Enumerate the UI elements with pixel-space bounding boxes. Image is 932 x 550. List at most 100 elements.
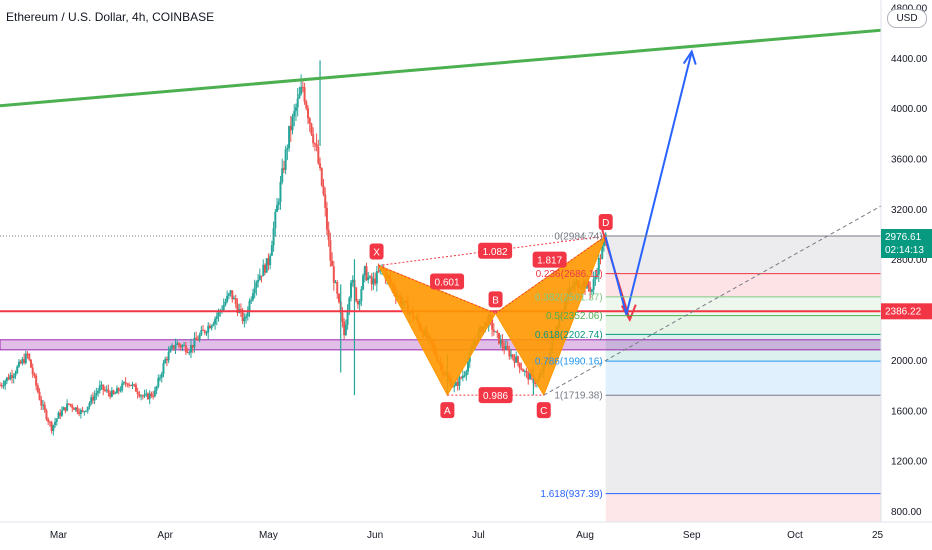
candle-body	[332, 266, 335, 283]
candle-body	[343, 321, 346, 336]
candle-body	[217, 311, 220, 317]
candle-body	[233, 298, 236, 300]
fib-level-label: 0.786(1990.16)	[535, 357, 603, 368]
candle-body	[7, 377, 10, 380]
candle-body	[140, 395, 143, 397]
candle-body	[494, 331, 497, 333]
candle-body	[117, 388, 120, 391]
candle-body	[454, 382, 457, 386]
candle-body	[57, 412, 60, 419]
candle-body	[67, 403, 70, 405]
candle-body	[229, 290, 232, 294]
candle-body	[465, 371, 468, 376]
candle-body	[362, 275, 365, 290]
x-tick-label: Aug	[576, 530, 594, 541]
candle-body	[169, 348, 172, 353]
currency-selector[interactable]: USD	[887, 9, 927, 28]
candle-body	[241, 310, 244, 322]
candle-body	[200, 329, 203, 336]
pattern-bd-dotted	[495, 235, 606, 314]
candle-body	[97, 390, 100, 393]
pattern-bcd-triangle	[494, 234, 607, 397]
candle-body	[93, 395, 96, 401]
fib-zone	[605, 315, 881, 335]
candle-body	[587, 280, 590, 288]
candle-body	[105, 389, 108, 391]
candle-body	[86, 406, 89, 411]
candle-body	[312, 134, 315, 144]
fib-level-label: 0.618(2202.74)	[535, 330, 603, 341]
candle-body	[121, 383, 124, 391]
y-tick-label: 2000.00	[891, 356, 928, 367]
candle-body	[368, 276, 371, 278]
candle-body	[76, 407, 79, 413]
candle-body	[17, 361, 20, 367]
candle-body	[258, 275, 261, 280]
candle-body	[329, 240, 332, 261]
current-price-tag: 2976.61 02:14:13	[881, 229, 932, 259]
candle-body	[510, 354, 513, 357]
candle-body	[589, 287, 592, 292]
candle-body	[43, 404, 46, 411]
x-tick-label: May	[259, 530, 278, 541]
support-price-tag-bg	[881, 303, 932, 320]
candle-body	[95, 392, 98, 396]
candle-body	[45, 410, 48, 420]
candle-body	[263, 264, 266, 273]
candle-body	[307, 108, 310, 119]
candle-body	[253, 287, 256, 294]
candle-body	[348, 297, 351, 311]
candle-body	[245, 316, 248, 319]
y-tick-label: 3600.00	[891, 155, 928, 166]
candle-body	[62, 407, 65, 411]
candle-body	[355, 287, 358, 302]
candle-body	[174, 344, 177, 349]
candle-body	[319, 163, 322, 169]
candle-body	[186, 351, 189, 353]
candles	[0, 60, 607, 436]
candle-body	[193, 337, 196, 348]
candle-body	[40, 399, 43, 406]
pattern-point-badge	[369, 243, 384, 260]
pattern-point-b: B	[488, 291, 503, 308]
candle-body	[344, 324, 347, 336]
candle-body	[145, 393, 148, 395]
pattern-ratio-badge	[532, 251, 567, 268]
candle-body	[377, 271, 380, 273]
candle-body	[11, 375, 14, 378]
candle-body	[350, 282, 353, 298]
candle-body	[83, 411, 86, 413]
candle-body	[520, 368, 523, 370]
candle-body	[276, 204, 279, 212]
fib-level-label: 0.236(2686.11)	[536, 269, 603, 280]
candle-body	[71, 405, 74, 409]
candle-body	[52, 425, 55, 432]
candle-body	[496, 331, 499, 334]
pattern-ratio-xb: 0.601	[430, 273, 465, 290]
candle-body	[291, 116, 294, 131]
candle-body	[351, 279, 354, 283]
candle-body	[234, 298, 237, 305]
candle-body	[515, 356, 518, 363]
candle-body	[2, 385, 5, 387]
pattern-point-badge	[488, 291, 503, 308]
candle-body	[599, 258, 602, 260]
candle-body	[78, 412, 81, 415]
chart-title: Ethereum / U.S. Dollar, 4h, COINBASE	[6, 10, 215, 24]
y-tick-label: 4400.00	[891, 54, 928, 65]
candle-body	[33, 374, 36, 376]
candle-body	[375, 271, 378, 284]
candle-body	[224, 301, 227, 305]
candle-body	[114, 393, 117, 395]
candle-body	[42, 404, 45, 406]
pattern-ratio-value: 1.817	[537, 256, 562, 267]
candle-body	[152, 396, 155, 398]
candle-body	[212, 323, 215, 326]
candle-body	[226, 295, 229, 302]
candle-body	[202, 329, 205, 331]
candle-body	[181, 345, 184, 348]
candle-body	[146, 393, 149, 400]
candle-body	[257, 279, 260, 283]
